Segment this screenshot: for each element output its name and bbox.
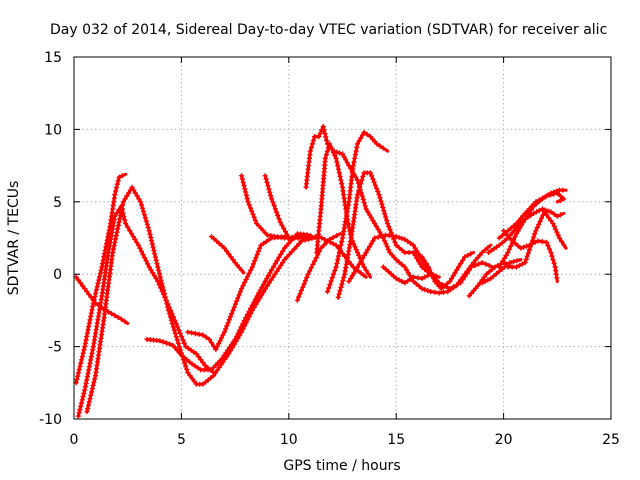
data-series (335, 170, 441, 300)
y-tick-label: 10 (44, 122, 62, 138)
series-markers (144, 231, 310, 373)
data-series (208, 234, 246, 275)
data-series (393, 243, 493, 296)
data-series (84, 184, 368, 415)
series-markers (501, 228, 560, 281)
series-markers (419, 251, 474, 292)
x-tick-label: 15 (387, 432, 405, 448)
series-markers (335, 170, 439, 300)
data-series (74, 172, 128, 386)
series-markers (185, 234, 284, 353)
series-markers (303, 123, 397, 260)
data-series (479, 258, 523, 286)
data-series (75, 203, 216, 419)
series-trace (85, 185, 368, 414)
series-trace (506, 210, 568, 269)
series-markers (324, 129, 386, 295)
data-series (262, 173, 317, 241)
data-series (185, 234, 287, 353)
series-layer (74, 123, 568, 419)
series-markers (75, 203, 214, 419)
y-tick-label: 5 (53, 195, 62, 211)
plot-frame (73, 56, 612, 420)
series-markers (393, 245, 491, 296)
series-markers (314, 141, 371, 277)
series-markers (84, 184, 367, 415)
series-markers (479, 258, 520, 286)
data-series (144, 231, 312, 373)
series-markers (294, 233, 340, 303)
series-markers (208, 234, 245, 273)
data-series (314, 141, 372, 279)
y-tick-label: -5 (48, 340, 62, 356)
series-trace (467, 261, 514, 298)
series-markers (74, 173, 125, 386)
axis-ticks: 0 5 10 15 20 25 -10 -5 0 5 10 15 (39, 50, 620, 448)
y-tick-label: -10 (39, 412, 62, 428)
data-series (294, 232, 342, 303)
x-tick-label: 20 (495, 432, 513, 448)
chart-title: Day 032 of 2014, Sidereal Day-to-day VTE… (50, 22, 607, 38)
data-series (324, 129, 390, 295)
x-tick-label: 10 (280, 432, 298, 448)
y-axis-label: SDTVAR / TECUs (6, 181, 22, 296)
x-tick-label: 0 (70, 432, 79, 448)
x-axis-label: GPS time / hours (283, 458, 400, 474)
data-series (501, 228, 560, 283)
y-tick-label: 0 (53, 267, 62, 283)
x-tick-label: 25 (602, 432, 620, 448)
data-series (419, 250, 476, 292)
series-markers (262, 173, 314, 241)
x-tick-label: 5 (177, 432, 186, 448)
data-series (303, 123, 398, 262)
y-tick-label: 15 (44, 50, 62, 66)
